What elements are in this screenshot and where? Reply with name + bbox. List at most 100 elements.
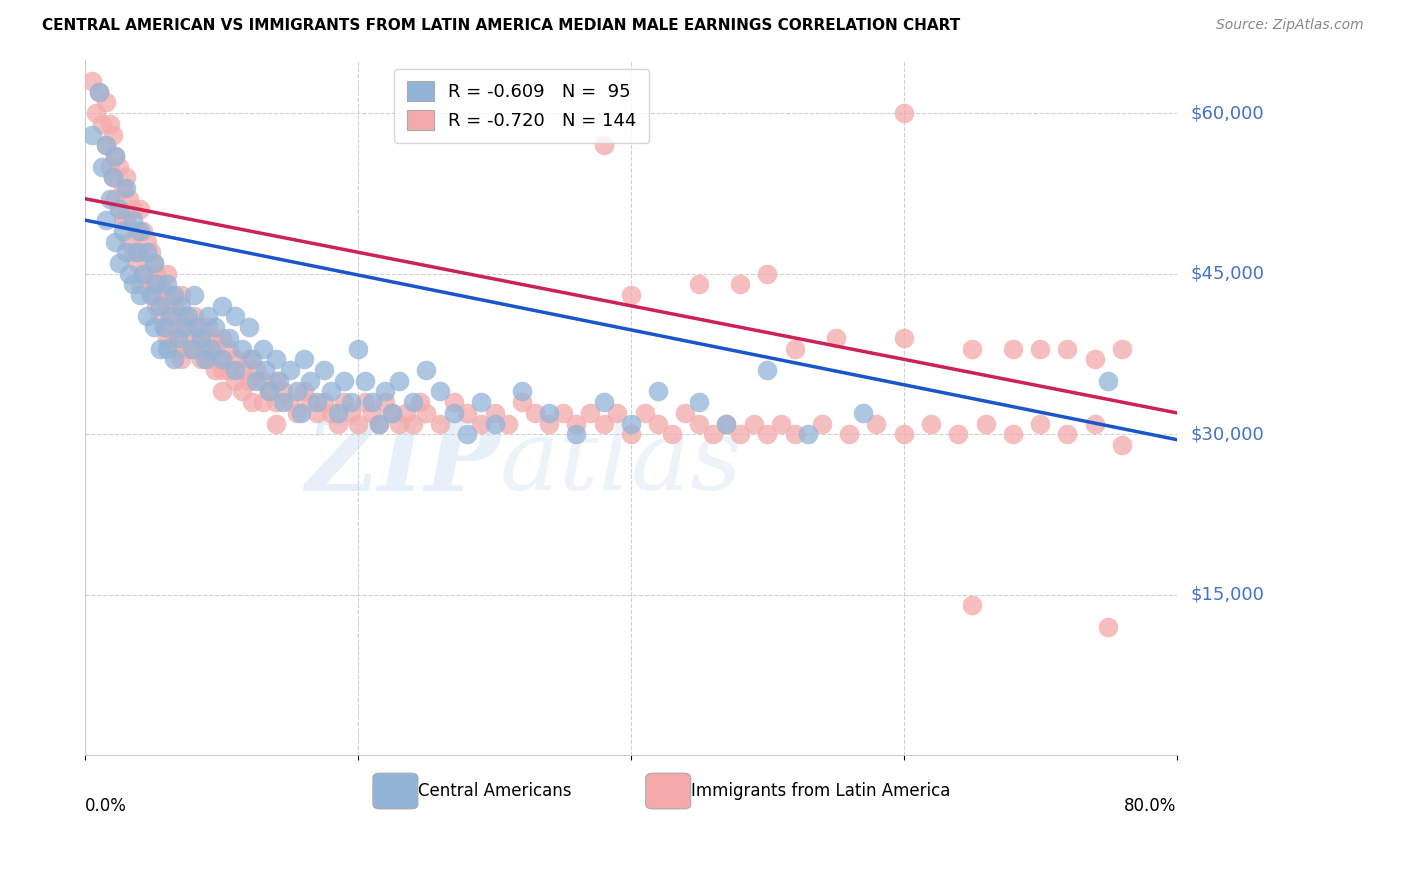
- Point: [112, 224, 135, 238]
- Point: [838, 427, 860, 442]
- Point: [333, 374, 356, 388]
- Point: [1097, 620, 1119, 634]
- Point: [90, 117, 112, 131]
- Point: [142, 256, 165, 270]
- Point: [180, 342, 202, 356]
- Point: [443, 395, 465, 409]
- Point: [769, 417, 792, 431]
- Point: [333, 395, 356, 409]
- Point: [204, 363, 226, 377]
- Point: [167, 310, 190, 324]
- Text: $30,000: $30,000: [1191, 425, 1264, 443]
- Point: [347, 342, 370, 356]
- Point: [139, 288, 162, 302]
- Point: [82, 74, 104, 88]
- Point: [159, 310, 181, 324]
- Point: [510, 384, 533, 399]
- Point: [231, 342, 253, 356]
- Point: [893, 106, 915, 120]
- Point: [960, 599, 983, 613]
- Point: [551, 406, 574, 420]
- Point: [173, 320, 195, 334]
- Point: [592, 417, 614, 431]
- Point: [647, 384, 669, 399]
- Point: [170, 299, 193, 313]
- Point: [960, 342, 983, 356]
- Point: [149, 310, 172, 324]
- Point: [756, 363, 779, 377]
- Point: [218, 331, 240, 345]
- Point: [240, 395, 263, 409]
- Point: [128, 202, 150, 217]
- Text: 80.0%: 80.0%: [1125, 797, 1177, 815]
- Point: [496, 417, 519, 431]
- Point: [115, 245, 138, 260]
- Point: [167, 342, 190, 356]
- Point: [742, 417, 765, 431]
- Point: [149, 277, 172, 292]
- Point: [893, 331, 915, 345]
- Point: [94, 213, 117, 227]
- Point: [245, 374, 267, 388]
- Point: [104, 192, 127, 206]
- Point: [408, 395, 430, 409]
- Point: [128, 288, 150, 302]
- Point: [156, 331, 179, 345]
- Point: [271, 384, 294, 399]
- Point: [592, 138, 614, 153]
- Point: [170, 352, 193, 367]
- Point: [122, 245, 145, 260]
- Point: [381, 406, 404, 420]
- Point: [112, 181, 135, 195]
- Point: [299, 374, 322, 388]
- Point: [238, 320, 260, 334]
- Point: [948, 427, 970, 442]
- Point: [142, 320, 165, 334]
- Point: [524, 406, 547, 420]
- Point: [278, 363, 301, 377]
- Point: [326, 406, 349, 420]
- Point: [395, 406, 418, 420]
- Point: [128, 277, 150, 292]
- Point: [142, 256, 165, 270]
- Point: [367, 417, 389, 431]
- Point: [252, 374, 274, 388]
- Point: [115, 213, 138, 227]
- Text: atlas: atlas: [501, 416, 742, 511]
- Point: [675, 406, 697, 420]
- Point: [484, 417, 506, 431]
- Point: [211, 363, 233, 377]
- Point: [824, 331, 846, 345]
- Point: [783, 427, 806, 442]
- Point: [183, 288, 205, 302]
- Text: Central Americans: Central Americans: [418, 782, 571, 800]
- Point: [204, 320, 226, 334]
- Point: [108, 160, 131, 174]
- Point: [1001, 342, 1024, 356]
- Point: [415, 406, 437, 420]
- Point: [176, 310, 198, 324]
- Point: [456, 427, 478, 442]
- Point: [156, 342, 179, 356]
- Point: [108, 256, 131, 270]
- Point: [292, 384, 315, 399]
- Point: [231, 363, 253, 377]
- Point: [194, 342, 217, 356]
- Point: [170, 320, 193, 334]
- Point: [135, 267, 157, 281]
- Point: [218, 363, 240, 377]
- Point: [224, 310, 246, 324]
- Point: [688, 417, 710, 431]
- Point: [756, 427, 779, 442]
- Point: [98, 160, 121, 174]
- Point: [292, 352, 315, 367]
- Text: $60,000: $60,000: [1191, 104, 1264, 122]
- Point: [1084, 352, 1107, 367]
- Text: $15,000: $15,000: [1191, 586, 1264, 604]
- Point: [186, 320, 208, 334]
- Point: [538, 417, 561, 431]
- Text: $45,000: $45,000: [1191, 265, 1264, 283]
- Point: [893, 427, 915, 442]
- Point: [240, 352, 263, 367]
- Point: [135, 245, 157, 260]
